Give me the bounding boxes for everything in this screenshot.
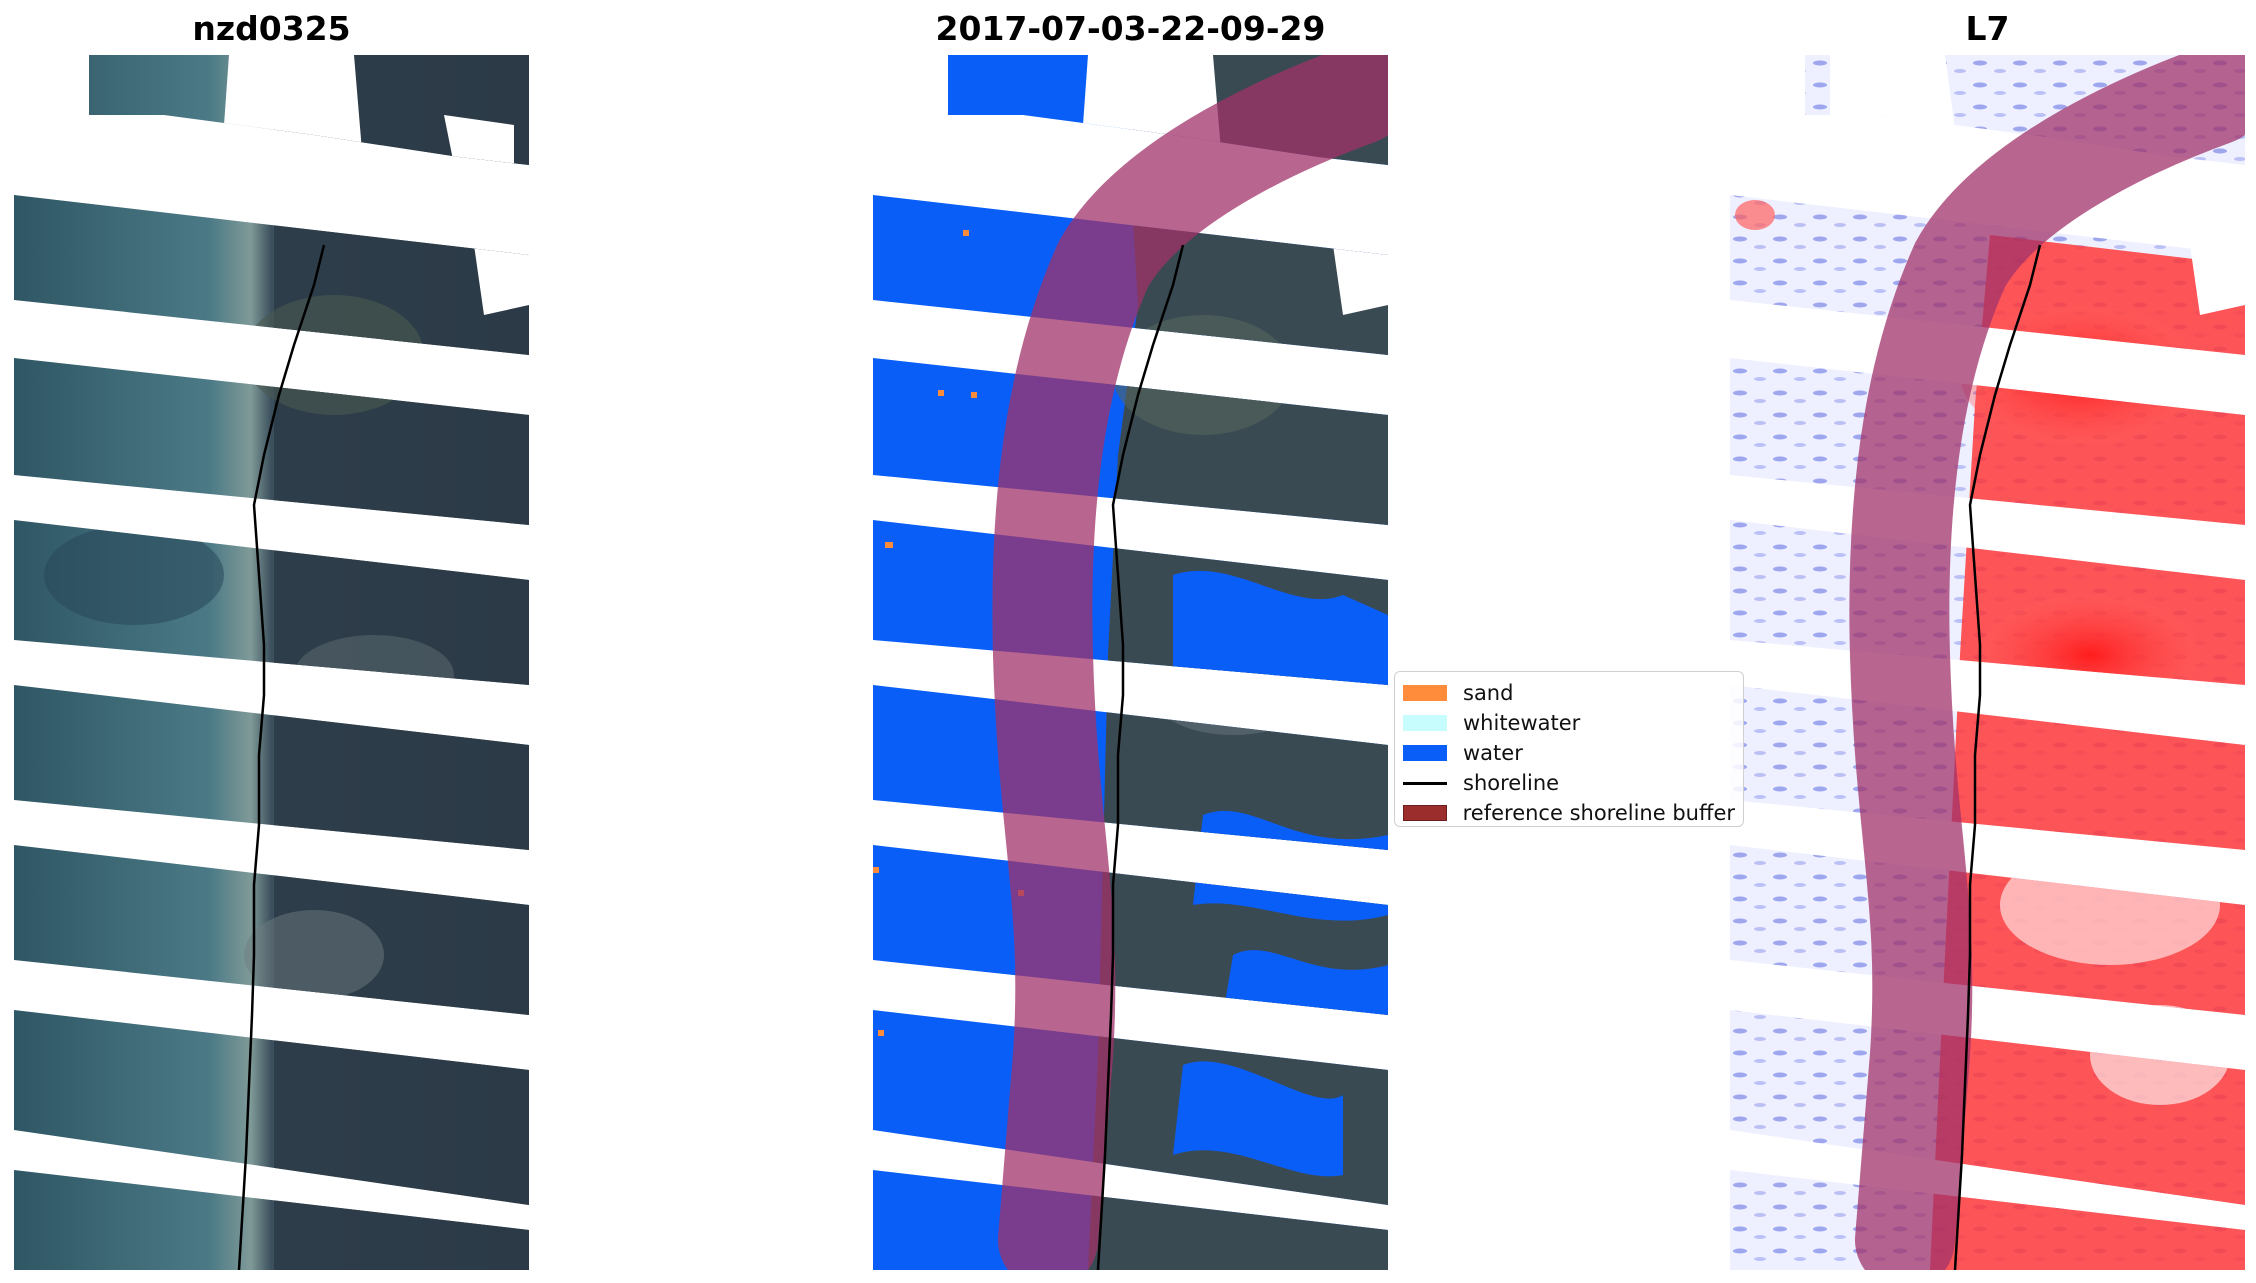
legend-label: shoreline [1463, 771, 1560, 795]
shoreline-line [1096, 244, 1185, 1270]
legend-item-shoreline: shoreline [1403, 768, 1735, 798]
classified-image [873, 55, 1388, 1270]
legend-label: whitewater [1463, 711, 1581, 735]
legend-label: water [1463, 741, 1523, 765]
legend-swatch-whitewater [1403, 715, 1447, 731]
index-map [1730, 55, 2245, 1270]
middle-panel-title: 2017-07-03-22-09-29 [935, 9, 1326, 48]
index-map-panel [1730, 55, 2245, 1270]
legend-swatch-sand [1403, 685, 1447, 701]
legend-item-buffer: reference shoreline buffer [1403, 798, 1735, 828]
legend-swatch-buffer [1403, 805, 1447, 821]
legend-label: reference shoreline buffer [1462, 801, 1735, 825]
reference-shoreline-buffer [1849, 55, 2245, 1270]
legend-swatch-water [1403, 745, 1447, 761]
shoreline-line [237, 244, 326, 1270]
classification-panel [873, 55, 1388, 1270]
legend-line-shoreline [1403, 781, 1447, 785]
left-panel-title: nzd0325 [192, 9, 351, 48]
rgb-satellite-image [14, 55, 529, 1270]
legend-item-whitewater: whitewater [1403, 708, 1735, 738]
right-panel-title: L7 [1965, 9, 2010, 48]
legend-item-sand: sand [1403, 678, 1735, 708]
reference-shoreline-buffer [992, 55, 1388, 1270]
legend: sand whitewater water shoreline referenc… [1394, 671, 1744, 827]
legend-label: sand [1463, 681, 1514, 705]
rgb-image-panel [14, 55, 529, 1270]
shoreline-line [1953, 244, 2042, 1270]
legend-item-water: water [1403, 738, 1735, 768]
